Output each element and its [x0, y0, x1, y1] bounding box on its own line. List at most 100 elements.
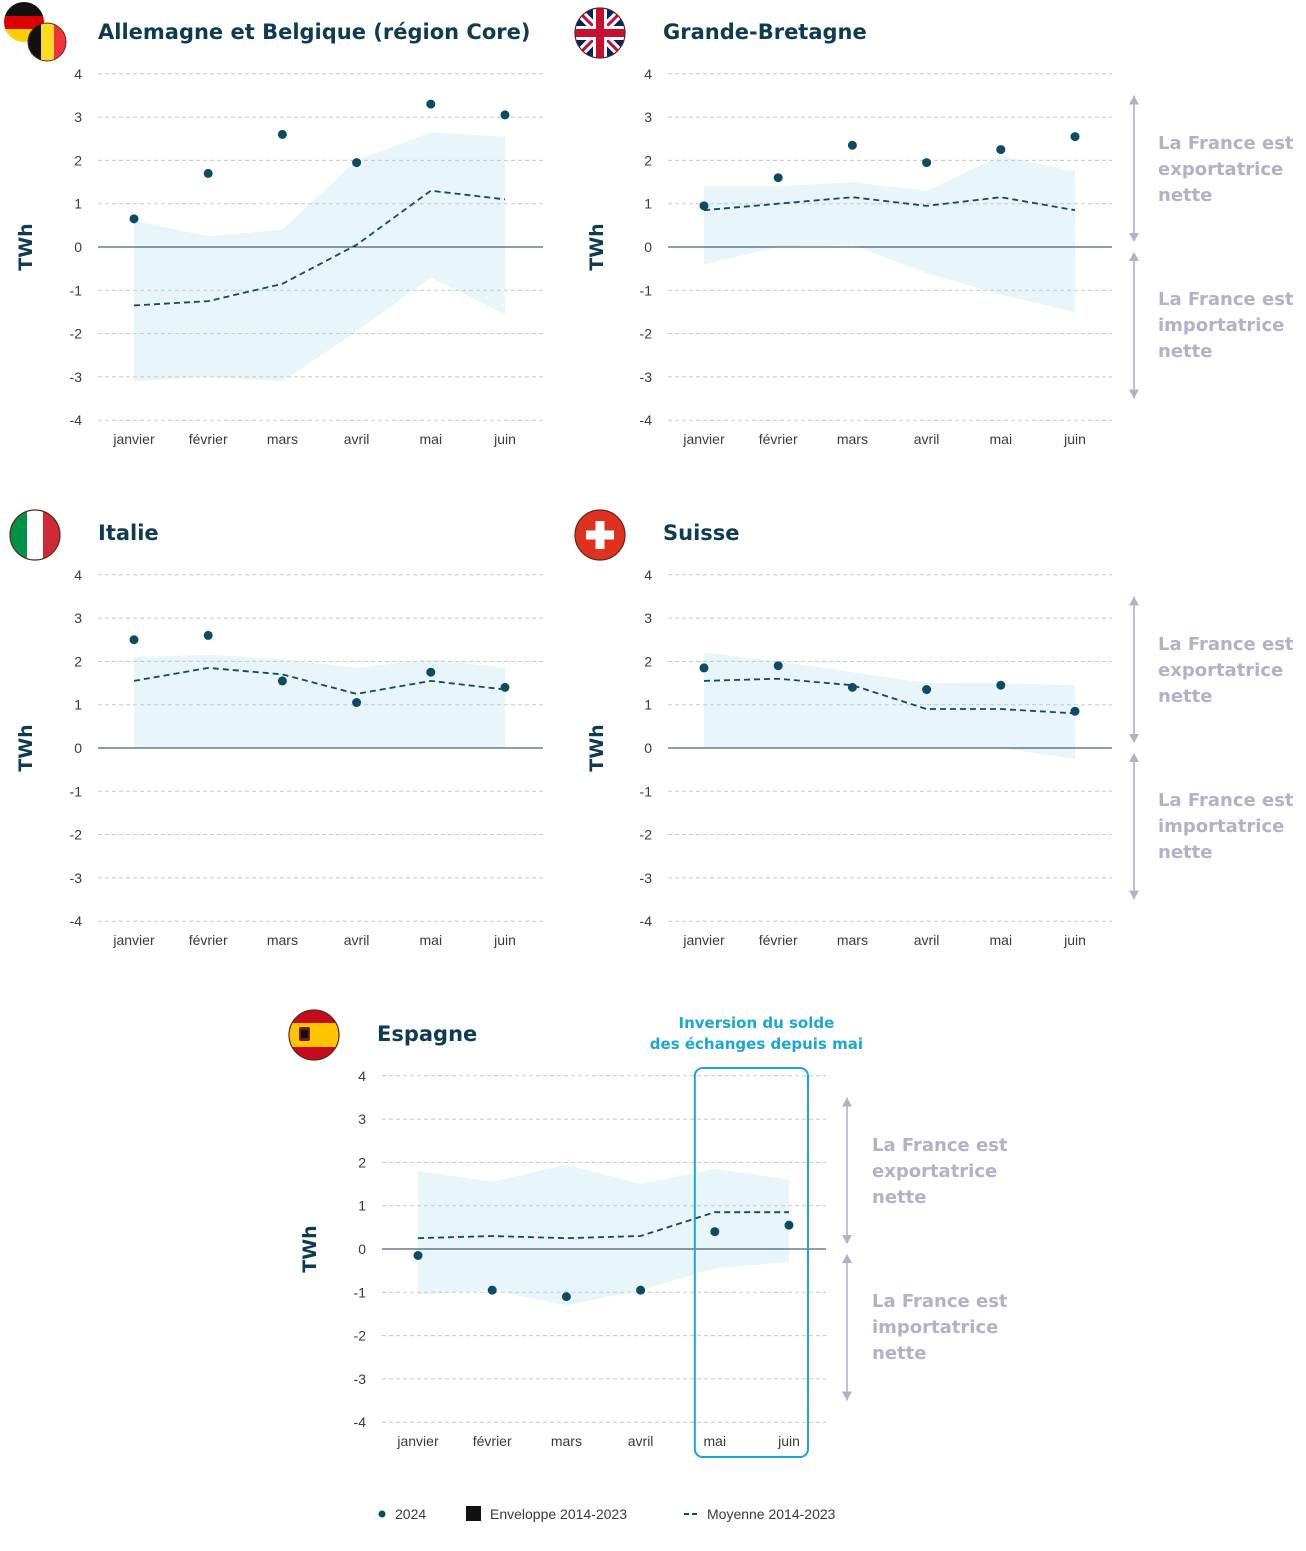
y-axis-label: TWh: [299, 1225, 321, 1272]
y-tick-label: 4: [358, 1068, 366, 1084]
y-axis-label: TWh: [586, 223, 608, 270]
italy-flag-icon: [10, 510, 60, 560]
y-tick-label: 4: [644, 567, 652, 583]
x-tick-label: janvier: [396, 1433, 439, 1449]
y-tick-label: -3: [70, 870, 83, 886]
envelope-band: [134, 654, 505, 748]
x-tick-label: février: [189, 431, 228, 447]
chart-title: Italie: [98, 521, 159, 545]
legend: 2024 Enveloppe 2014-2023 Moyenne 2014-2023: [378, 1506, 836, 1522]
chart-panel-3: Italie 4 3 2 1 0 -1 -2 -3 -4 janvier février mars avr…: [9, 509, 543, 948]
side-indicator-5: La France est exportatrice nette La France …: [842, 1097, 1008, 1401]
arrow-head-up: [1129, 753, 1139, 762]
x-tick-label: janvier: [112, 431, 155, 447]
x-tick-label: avril: [914, 431, 940, 447]
import-label: nette: [872, 1343, 926, 1364]
side-indicator-4: La France est exportatrice nette La France …: [1129, 596, 1294, 900]
arrow-head-up: [842, 1254, 852, 1263]
data-point-2024: [699, 663, 709, 673]
y-tick-label: 3: [644, 109, 652, 125]
y-tick-label: 0: [644, 740, 652, 756]
data-point-2024: [203, 168, 213, 178]
y-tick-label: 0: [74, 740, 82, 756]
x-tick-label: juin: [493, 932, 516, 948]
import-label: nette: [1158, 341, 1212, 362]
y-tick-label: 2: [358, 1154, 366, 1170]
data-point-2024: [203, 630, 213, 640]
data-point-2024: [1070, 132, 1080, 142]
x-tick-label: mai: [990, 431, 1013, 447]
x-tick-label: juin: [493, 431, 516, 447]
mean-line: [133, 189, 506, 307]
annotation-text: Inversion du solde: [678, 1014, 834, 1032]
import-label: importatrice: [1158, 315, 1284, 336]
legend-envelope-icon: [466, 1506, 481, 1521]
y-tick-label: -4: [354, 1414, 367, 1430]
import-label: La France est: [872, 1291, 1008, 1312]
y-tick-label: 4: [644, 66, 652, 82]
x-tick-label: janvier: [682, 932, 725, 948]
y-tick-label: 2: [74, 152, 82, 168]
switzerland-flag-icon: [575, 510, 625, 560]
annotation-text: des échanges depuis mai: [650, 1035, 863, 1053]
y-tick-label: -2: [640, 326, 653, 342]
x-tick-label: mars: [837, 932, 868, 948]
mean-line: [703, 196, 1076, 212]
export-label: La France est: [1158, 634, 1294, 655]
import-label: importatrice: [1158, 816, 1284, 837]
arrow-head-down: [1129, 734, 1139, 743]
y-tick-label: -4: [70, 913, 83, 929]
data-point-2024: [710, 1227, 720, 1237]
x-tick-label: mars: [267, 932, 298, 948]
data-point-2024: [784, 1220, 794, 1230]
x-tick-label: juin: [777, 1433, 800, 1449]
arrow-head-down: [1129, 233, 1139, 242]
data-point-2024: [352, 698, 362, 708]
data-point-2024: [922, 158, 932, 168]
data-point-2024: [699, 201, 709, 211]
mean-line: [133, 666, 506, 695]
envelope-band: [704, 156, 1075, 312]
legend-point-icon: [378, 1510, 386, 1518]
arrow-head-down: [1129, 389, 1139, 399]
y-tick-label: -3: [640, 870, 653, 886]
y-tick-label: 3: [358, 1111, 366, 1127]
y-tick-label: 1: [74, 196, 82, 212]
y-tick-label: -4: [640, 913, 653, 929]
data-point-2024: [277, 129, 287, 139]
y-tick-label: -1: [640, 282, 653, 298]
chart-title: Grande-Bretagne: [663, 20, 867, 44]
data-point-2024: [500, 110, 510, 120]
y-axis-label: TWh: [15, 724, 37, 771]
y-tick-label: 1: [358, 1198, 366, 1214]
import-label: La France est: [1158, 790, 1294, 811]
y-tick-label: -1: [70, 282, 83, 298]
x-tick-label: janvier: [112, 932, 155, 948]
y-tick-label: -1: [640, 783, 653, 799]
data-point-2024: [773, 661, 783, 671]
export-label: La France est: [872, 1135, 1008, 1156]
chart-title: Espagne: [377, 1022, 477, 1046]
data-point-2024: [352, 158, 362, 168]
y-tick-label: 1: [74, 697, 82, 713]
x-tick-label: mars: [837, 431, 868, 447]
y-tick-label: -4: [70, 412, 83, 428]
arrow-head-down: [842, 1235, 852, 1244]
y-tick-label: -2: [640, 827, 653, 843]
data-point-2024: [413, 1250, 423, 1260]
x-tick-label: avril: [914, 932, 940, 948]
legend-label-2024: 2024: [395, 1506, 426, 1522]
data-point-2024: [847, 682, 857, 692]
chart-panel-4: Suisse 4 3 2 1 0 -1 -2 -3 -4 janvier février mars avr…: [574, 509, 1112, 948]
x-tick-label: janvier: [682, 431, 725, 447]
y-tick-label: -3: [354, 1371, 367, 1387]
flag-border: [574, 509, 626, 561]
x-tick-label: mai: [420, 431, 443, 447]
y-tick-label: 4: [74, 567, 82, 583]
x-tick-label: avril: [628, 1433, 654, 1449]
data-point-2024: [500, 682, 510, 692]
y-tick-label: -2: [70, 326, 83, 342]
x-tick-label: avril: [344, 932, 370, 948]
y-tick-label: 0: [358, 1241, 366, 1257]
